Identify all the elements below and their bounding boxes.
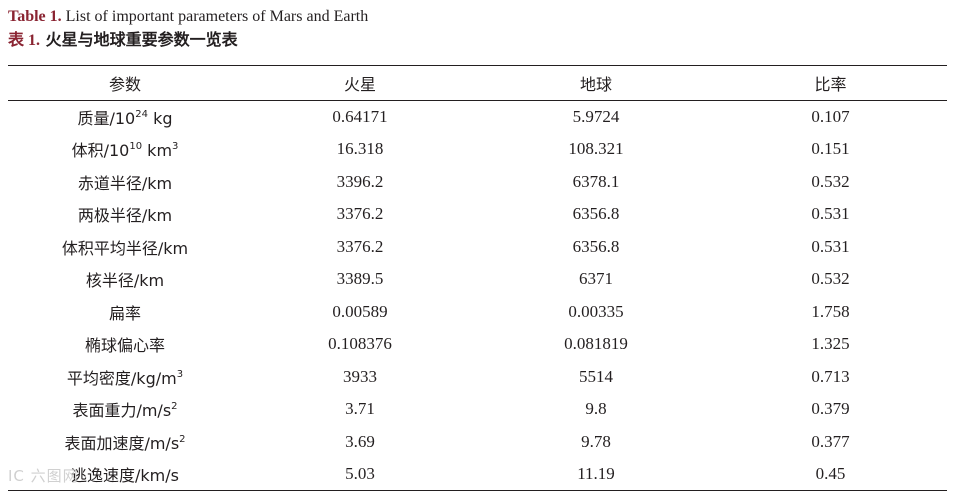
parameter-param: 赤道半径/km	[77, 173, 173, 193]
header-ratio: 比率	[714, 65, 947, 101]
mars-value-cell: 3396.2	[336, 171, 384, 191]
watermark: IC 六图网	[8, 467, 79, 485]
ratio-value-cell: 0.531	[811, 204, 850, 224]
parameter-sup: 2	[179, 433, 186, 445]
mars-value-cell: 0.00589	[332, 301, 388, 321]
parameter-cell: 体积平均半径/km	[8, 231, 242, 264]
header-mars: 火星	[242, 65, 478, 101]
ratio-value-cell: 1.758	[811, 301, 850, 321]
parameter-sup: 10	[129, 141, 143, 153]
ratio-value-cell: 0.45	[714, 458, 947, 491]
parameter-cell: 表面重力/m/s2	[8, 393, 242, 426]
table-row: 平均密度/kg/m3 3933 5514 0.713	[8, 361, 947, 394]
parameter-cell: 体积/1010 km3	[8, 133, 242, 166]
parameter-param: 两极半径/km	[77, 206, 173, 226]
earth-value-cell: 9.78	[581, 431, 611, 451]
parameters-table: 参数 火星 地球 比率 质量/1024 kg 0.64171 5.9724 0.107…	[8, 65, 947, 491]
parameter-unit: kg	[147, 109, 173, 128]
parameter-param: 表面加速度/m/s	[64, 433, 180, 453]
ratio-value-cell: 0.107	[811, 107, 850, 126]
earth-value-cell: 11.19	[478, 458, 714, 491]
parameter-param: 椭球偏心率	[84, 336, 165, 356]
table-label-english: Table 1.	[8, 8, 62, 25]
table-row: 核半径/km 3389.5 6371 0.532	[8, 263, 947, 296]
ratio-value-cell: 1.325	[811, 334, 850, 354]
parameter-cell: 质量/1024 kg	[8, 101, 242, 134]
parameter-cell: 平均密度/kg/m3	[8, 361, 242, 394]
parameter-sup: 24	[135, 109, 148, 120]
mars-value-cell: 3376.2	[336, 236, 384, 256]
table-row: 两极半径/km 3376.2 6356.8 0.531	[8, 198, 947, 231]
parameter-param: 体积/10	[71, 141, 130, 161]
ratio-value-cell: 0.713	[811, 366, 850, 386]
table-row: 逃逸速度/km/s 5.03 11.19 0.45	[8, 458, 947, 491]
earth-value-cell: 0.00335	[568, 301, 624, 321]
earth-value-cell: 6356.8	[572, 204, 620, 224]
table-row: 表面加速度/m/s2 3.69 9.78 0.377	[8, 426, 947, 459]
table-row: 质量/1024 kg 0.64171 5.9724 0.107	[8, 101, 947, 134]
parameter-cell: 扁率	[8, 296, 242, 329]
table-row: 体积/1010 km3 16.318 108.321 0.151	[8, 133, 947, 166]
parameter-sup: 3	[176, 368, 184, 380]
parameter-cell: 核半径/km	[8, 263, 242, 296]
parameter-param: 表面重力/m/s	[72, 401, 172, 421]
parameter-cell: 椭球偏心率	[8, 328, 242, 361]
table-row: 表面重力/m/s2 3.71 9.8 0.379	[8, 393, 947, 426]
parameter-cell: 表面加速度/m/s2	[8, 426, 242, 459]
earth-value-cell: 6378.1	[572, 171, 620, 191]
earth-value-cell: 5514	[579, 366, 613, 386]
ratio-value-cell: 0.532	[811, 269, 850, 289]
parameter-cell: 两极半径/km	[8, 198, 242, 231]
table-row: 赤道半径/km 3396.2 6378.1 0.532	[8, 166, 947, 199]
parameter-param: 平均密度/kg/m	[66, 368, 177, 388]
table-title-chinese: 火星与地球重要参数一览表	[45, 30, 238, 49]
ratio-value-cell: 0.531	[811, 236, 850, 256]
earth-value-cell: 6356.8	[572, 236, 620, 256]
parameter-param: 逃逸速度/km/s	[71, 466, 179, 485]
parameter-param: 质量/10	[77, 109, 136, 128]
mars-value-cell: 3933	[343, 366, 377, 386]
mars-value-cell: 5.03	[242, 458, 478, 491]
earth-value-cell: 5.9724	[572, 107, 620, 126]
table-label-chinese: 表 1.	[8, 32, 41, 49]
mars-value-cell: 3376.2	[336, 204, 384, 224]
earth-value-cell: 108.321	[568, 139, 624, 159]
mars-value-cell: 3.69	[345, 431, 375, 451]
table-row: 扁率 0.00589 0.00335 1.758	[8, 296, 947, 329]
table-row: 体积平均半径/km 3376.2 6356.8 0.531	[8, 231, 947, 264]
earth-value-cell: 0.081819	[564, 334, 628, 354]
mars-value-cell: 16.318	[336, 139, 384, 159]
parameter-param: 体积平均半径/km	[61, 238, 189, 258]
parameter-unit: km	[142, 141, 173, 161]
table-row: 椭球偏心率 0.108376 0.081819 1.325	[8, 328, 947, 361]
table-caption-english: Table 1. List of important parameters of…	[8, 7, 368, 27]
parameter-cell: 逃逸速度/km/s	[8, 458, 242, 491]
parameter-sup2: 3	[172, 141, 179, 153]
parameter-sup: 2	[171, 401, 178, 413]
table-caption-chinese: 表 1. 火星与地球重要参数一览表	[8, 29, 238, 52]
mars-value-cell: 3.71	[345, 399, 375, 419]
parameter-cell: 赤道半径/km	[8, 166, 242, 199]
mars-value-cell: 3389.5	[336, 269, 384, 289]
ratio-value-cell: 0.379	[811, 399, 850, 419]
ratio-value-cell: 0.151	[811, 139, 850, 159]
header-parameter: 参数	[8, 65, 242, 101]
header-earth: 地球	[478, 65, 714, 101]
mars-value-cell: 0.64171	[332, 107, 388, 126]
earth-value-cell: 6371	[579, 269, 613, 289]
parameter-param: 扁率	[108, 303, 141, 323]
ratio-value-cell: 0.377	[811, 431, 850, 451]
ratio-value-cell: 0.532	[811, 171, 850, 191]
mars-value-cell: 0.108376	[328, 334, 392, 354]
table-header-row: 参数 火星 地球 比率	[8, 65, 947, 101]
earth-value-cell: 9.8	[585, 399, 607, 419]
table-title-english: List of important parameters of Mars and…	[61, 8, 369, 25]
parameter-param: 核半径/km	[85, 271, 165, 291]
